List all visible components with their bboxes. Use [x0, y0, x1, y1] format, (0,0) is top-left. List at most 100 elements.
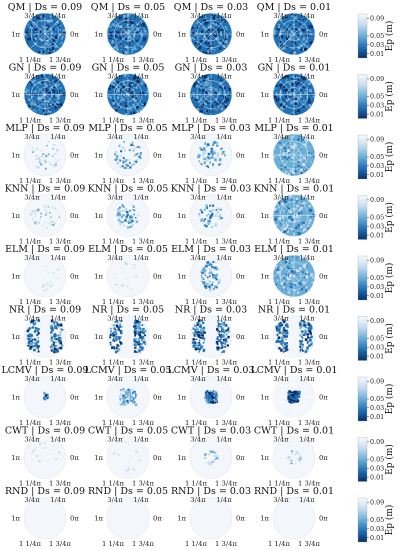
angle-tick-label: 1π: [94, 31, 103, 39]
error-cell: [274, 99, 277, 102]
error-cell: [302, 27, 305, 30]
error-cell: [293, 286, 296, 288]
error-cell: [304, 350, 307, 353]
error-cell: [285, 171, 288, 174]
error-cell: [296, 294, 299, 297]
error-cell: [45, 42, 48, 46]
angle-tick-label: 1 3/4π: [132, 359, 154, 367]
angle-tick-label: 0π: [319, 515, 328, 523]
error-cell: [132, 392, 134, 394]
error-cell: [51, 344, 54, 347]
error-cell: [37, 208, 40, 212]
error-cell: [295, 147, 298, 150]
angle-tick-label: 1 3/4π: [49, 480, 71, 488]
error-cell: [306, 29, 310, 33]
error-cell: [277, 270, 281, 274]
error-cell: [210, 462, 213, 465]
error-cell: [291, 396, 294, 399]
error-cell: [305, 288, 308, 291]
error-cell: [283, 321, 286, 324]
error-cell: [273, 30, 276, 33]
angle-tick-label: 1π: [11, 454, 20, 462]
error-cell: [304, 106, 307, 109]
angle-tick-label: 1 1/4π: [102, 177, 124, 185]
polar-grid-spoke: [44, 94, 61, 110]
error-cell: [299, 86, 302, 89]
polar-grid-spoke: [195, 94, 212, 110]
error-cell: [308, 28, 311, 31]
error-cell: [215, 106, 219, 110]
error-cell: [312, 90, 315, 93]
error-cell: [219, 19, 222, 23]
error-cell: [275, 92, 278, 95]
error-cell: [309, 93, 312, 96]
error-cell: [54, 344, 56, 347]
error-cell: [137, 337, 141, 341]
error-cell: [306, 268, 308, 270]
error-cell: [302, 78, 305, 81]
panel-title: QM | Ds = 0.05: [91, 2, 165, 13]
error-cell: [28, 340, 31, 343]
colorbar-label: Ep (m): [384, 384, 395, 415]
error-cell: [287, 221, 290, 224]
angle-tick-label: 1π: [260, 212, 269, 220]
error-cell: [224, 40, 228, 44]
error-cell: [205, 393, 207, 395]
error-cell: [117, 329, 119, 332]
error-cell: [133, 41, 137, 45]
error-cell: [119, 392, 123, 395]
error-cell: [203, 27, 206, 30]
error-cell: [27, 43, 31, 46]
error-cell: [210, 156, 214, 160]
error-cell: [297, 164, 300, 167]
error-cell: [301, 344, 304, 348]
error-cell: [210, 104, 214, 108]
error-cell: [49, 110, 52, 113]
error-cell: [113, 153, 117, 156]
error-cell: [219, 28, 223, 32]
error-cell: [312, 98, 314, 100]
error-cell: [139, 45, 142, 48]
error-cell: [127, 164, 129, 166]
error-cell: [200, 324, 202, 327]
error-cell: [282, 94, 284, 97]
panel-title: MLP | Ds = 0.03: [171, 123, 250, 134]
error-cell: [41, 103, 44, 106]
error-cell: [216, 337, 219, 340]
error-cell: [301, 290, 304, 294]
error-cell: [114, 276, 116, 279]
angle-tick-label: 1/4π: [216, 496, 232, 504]
error-cell: [53, 337, 57, 341]
error-cell: [282, 86, 285, 89]
angle-tick-label: 0π: [236, 394, 245, 402]
error-cell: [39, 42, 42, 45]
error-cell: [221, 82, 224, 86]
error-cell: [200, 90, 204, 94]
error-cell: [216, 142, 219, 144]
angle-tick-label: 1/4π: [216, 254, 232, 262]
error-cell: [123, 395, 125, 397]
error-cell: [52, 342, 55, 345]
error-cell: [127, 443, 130, 445]
error-cell: [118, 345, 121, 348]
error-cell: [139, 336, 142, 339]
error-cell: [310, 335, 313, 339]
error-cell: [194, 324, 197, 327]
angle-tick-label: 1 1/4π: [185, 480, 207, 488]
error-cell: [125, 392, 129, 395]
error-cell: [138, 107, 142, 111]
error-cell: [25, 30, 28, 32]
angle-tick-label: 3/4π: [24, 12, 40, 20]
colorbar-gradient: [357, 497, 368, 543]
error-cell: [297, 400, 300, 402]
error-cell: [284, 227, 287, 231]
error-cell: [278, 154, 281, 157]
error-cell: [311, 156, 314, 159]
polar-disc: [106, 436, 150, 479]
error-cell: [222, 42, 225, 45]
error-cell: [192, 41, 195, 44]
error-cell: [286, 78, 289, 81]
error-cell: [133, 94, 136, 97]
error-cell: [201, 271, 204, 275]
error-cell: [285, 49, 287, 51]
